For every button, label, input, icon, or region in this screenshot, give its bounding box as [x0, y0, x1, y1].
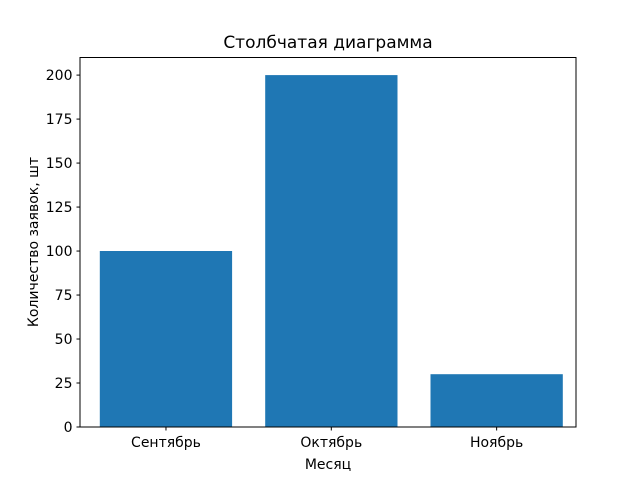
axes-frame: [79, 57, 577, 428]
bar-2: [430, 374, 563, 427]
y-tick-label: 75: [55, 288, 73, 304]
y-tick-label: 0: [64, 420, 73, 436]
y-tick-label: 200: [46, 68, 73, 84]
axes-layer: 0 25 50 75 100 125 150 175 200 Сентябрь Октябрь Ноя…: [46, 57, 577, 451]
x-axis-label: Месяц: [305, 457, 351, 473]
bar-1: [265, 75, 398, 427]
y-tick-label: 125: [46, 200, 73, 216]
y-tick-label: 150: [46, 156, 73, 172]
x-tick-label: Октябрь: [300, 435, 362, 451]
bar-0: [99, 251, 233, 427]
bars-layer: [99, 75, 563, 427]
chart-title: Столбчатая диаграмма: [223, 33, 432, 53]
x-tick-label: Сентябрь: [131, 435, 201, 451]
y-tick-label: 50: [55, 332, 73, 348]
x-tick-label: Ноябрь: [470, 435, 523, 451]
y-tick-label: 25: [55, 376, 73, 392]
y-axis-label: Количество заявок, шт: [26, 157, 42, 327]
y-tick-label: 175: [46, 112, 73, 128]
y-tick-label: 100: [46, 244, 73, 260]
